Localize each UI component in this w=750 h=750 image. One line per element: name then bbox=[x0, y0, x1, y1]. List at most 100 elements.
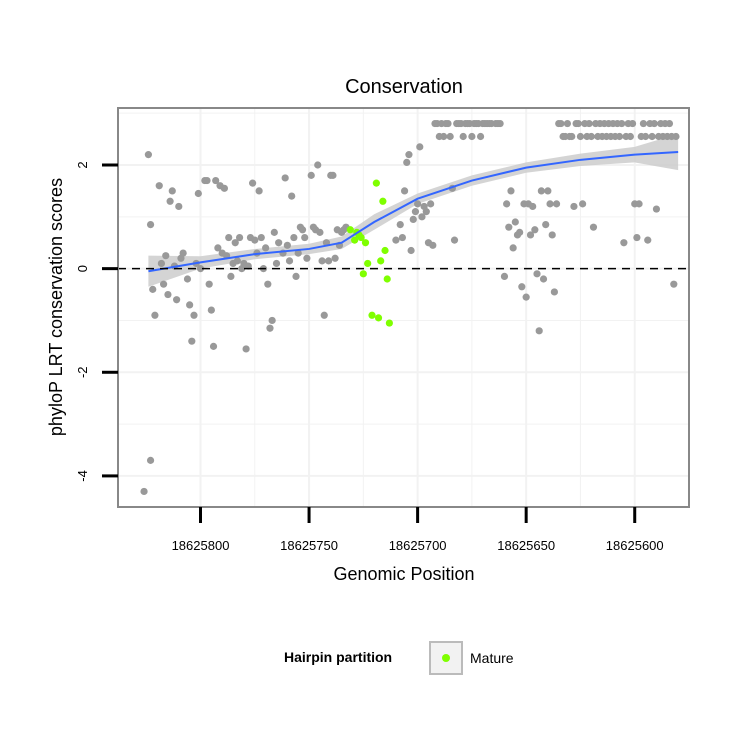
data-point bbox=[283, 241, 291, 249]
data-point bbox=[186, 301, 194, 309]
data-point bbox=[422, 208, 430, 216]
data-point bbox=[212, 176, 220, 185]
data-point-mature bbox=[361, 239, 370, 247]
data-point bbox=[516, 228, 524, 236]
data-point bbox=[450, 236, 459, 244]
data-point-mature bbox=[359, 270, 367, 278]
data-point bbox=[205, 280, 213, 288]
data-point bbox=[533, 270, 541, 278]
data-point bbox=[188, 337, 196, 345]
data-point bbox=[164, 290, 172, 299]
legend-label-mature: Mature bbox=[470, 650, 514, 666]
data-point bbox=[168, 187, 176, 195]
y-tick-label: 2 bbox=[75, 161, 90, 168]
data-point bbox=[440, 132, 448, 141]
legend-key-mature-point bbox=[442, 654, 450, 662]
data-point-mature bbox=[374, 314, 383, 322]
data-point bbox=[511, 218, 519, 226]
data-point bbox=[531, 226, 539, 234]
data-point bbox=[615, 132, 624, 141]
data-point bbox=[214, 244, 222, 252]
data-point-mature bbox=[385, 319, 393, 327]
data-point bbox=[233, 257, 242, 265]
data-point-mature bbox=[383, 275, 391, 283]
smooth-trend-line bbox=[148, 151, 679, 273]
data-point bbox=[589, 223, 598, 231]
data-point bbox=[398, 233, 407, 242]
data-point bbox=[146, 456, 155, 464]
plot-panel bbox=[117, 107, 690, 508]
data-point bbox=[507, 187, 515, 195]
data-point bbox=[563, 119, 572, 128]
data-point bbox=[209, 342, 218, 350]
plot-border bbox=[117, 107, 690, 508]
data-point bbox=[526, 231, 535, 239]
data-point-mature bbox=[379, 197, 387, 205]
data-point bbox=[672, 132, 680, 141]
data-point-mature bbox=[364, 259, 372, 268]
data-point-mature bbox=[351, 236, 359, 244]
data-point bbox=[225, 233, 233, 242]
data-point bbox=[275, 239, 283, 247]
data-point bbox=[459, 132, 467, 141]
data-point bbox=[175, 202, 183, 211]
data-point bbox=[444, 119, 452, 128]
data-point bbox=[537, 187, 545, 195]
data-point bbox=[587, 132, 595, 141]
data-point bbox=[301, 233, 309, 242]
chart-title: Conservation bbox=[345, 76, 463, 98]
data-point bbox=[648, 132, 656, 141]
data-point bbox=[266, 324, 274, 332]
data-point-mature bbox=[346, 226, 354, 234]
data-point bbox=[539, 275, 548, 283]
data-point bbox=[405, 151, 413, 159]
x-tick-label: 18625600 bbox=[606, 538, 664, 553]
data-point bbox=[227, 272, 235, 281]
data-point bbox=[618, 119, 626, 128]
data-point bbox=[416, 143, 424, 151]
y-tick-label: -2 bbox=[75, 366, 90, 378]
data-point bbox=[650, 119, 658, 128]
data-point bbox=[159, 280, 168, 288]
data-point bbox=[579, 200, 587, 208]
data-point bbox=[207, 306, 215, 314]
data-point bbox=[546, 200, 554, 208]
data-point bbox=[203, 176, 211, 185]
data-point bbox=[418, 213, 426, 221]
data-point bbox=[270, 228, 278, 236]
data-point bbox=[190, 311, 198, 319]
data-point bbox=[476, 132, 485, 141]
data-point bbox=[576, 132, 585, 141]
x-tick-label: 18625750 bbox=[280, 538, 338, 553]
data-point bbox=[268, 316, 276, 325]
data-point bbox=[220, 184, 228, 192]
data-point bbox=[290, 233, 298, 242]
data-point bbox=[628, 119, 637, 128]
data-point bbox=[157, 259, 166, 268]
data-point bbox=[316, 228, 324, 236]
data-point bbox=[535, 327, 543, 335]
data-point bbox=[446, 132, 454, 141]
data-point bbox=[548, 231, 556, 239]
data-point bbox=[292, 272, 300, 281]
data-point bbox=[427, 200, 435, 208]
data-point bbox=[144, 151, 152, 159]
y-tick-label: -4 bbox=[75, 470, 90, 482]
data-point bbox=[294, 249, 302, 257]
data-point bbox=[307, 171, 315, 179]
data-point bbox=[183, 275, 192, 283]
data-point bbox=[641, 132, 650, 141]
data-point bbox=[570, 202, 578, 211]
y-tick-label: 0 bbox=[75, 265, 90, 272]
data-point bbox=[162, 252, 170, 260]
data-point bbox=[639, 119, 648, 128]
data-point bbox=[411, 208, 420, 216]
data-point bbox=[255, 187, 263, 195]
data-point bbox=[409, 215, 417, 224]
data-point bbox=[509, 244, 517, 252]
data-point bbox=[196, 265, 205, 273]
legend: Hairpin partition Mature bbox=[284, 641, 514, 675]
plot-background bbox=[118, 108, 689, 507]
confidence-ribbon bbox=[148, 133, 679, 287]
